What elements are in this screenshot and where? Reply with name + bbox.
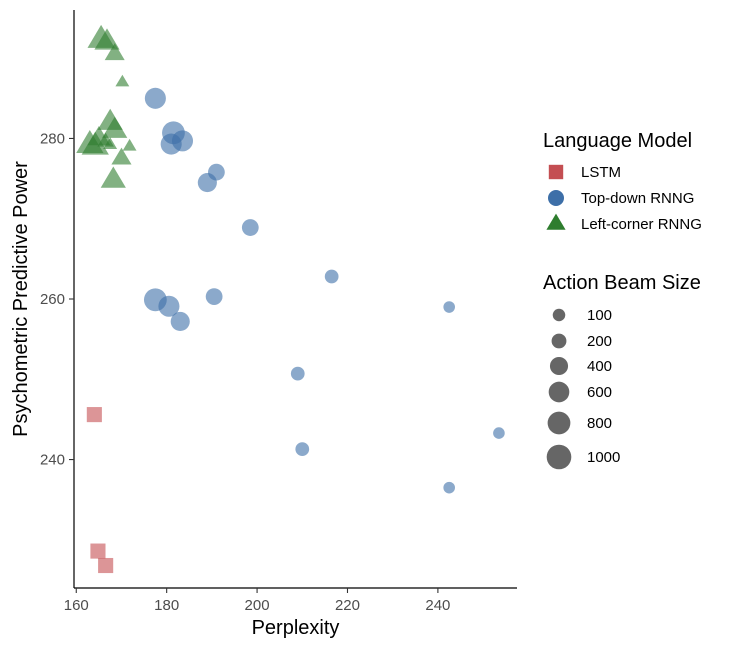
legend-size-label-200: 200 — [587, 333, 612, 350]
x-tick-label-220: 220 — [335, 597, 360, 614]
top-down-rnng-point-8 — [324, 269, 339, 284]
lstm-point-3 — [98, 557, 114, 574]
legend-size-label-800: 800 — [587, 415, 612, 432]
top-down-rnng-point-10 — [158, 295, 180, 317]
legend-size-label-1000: 1000 — [587, 449, 620, 466]
left-corner-rnng-point-4 — [115, 74, 130, 87]
top-down-rnng-point-1 — [144, 87, 166, 109]
legend-size-label-100: 100 — [587, 307, 612, 324]
top-down-rnng-point-6 — [197, 173, 217, 193]
legend-size-label-600: 600 — [587, 384, 612, 401]
legend-label-lstm: LSTM — [581, 164, 621, 181]
left-corner-rnng-point-3 — [104, 43, 125, 61]
top-down-rnng-point-15 — [295, 442, 310, 456]
legend-label-top-down-rnng: Top-down RNNG — [581, 190, 694, 207]
legend-size-key-800 — [547, 411, 571, 435]
x-axis-title: Perplexity — [252, 617, 340, 639]
left-corner-rnng-point-11 — [103, 137, 118, 149]
left-corner-rnng-point-12 — [122, 138, 137, 151]
x-tick-label-240: 240 — [425, 597, 450, 614]
legend-title-color: Language Model — [543, 130, 692, 152]
top-down-rnng-point-17 — [443, 481, 455, 494]
y-axis-ticks: 240 260 280 — [40, 130, 74, 469]
x-axis-ticks: 160 180 200 220 240 — [64, 588, 450, 614]
y-axis-title: Psychometric Predictive Power — [10, 161, 32, 437]
legend-title-size: Action Beam Size — [543, 272, 701, 294]
y-tick-label-280: 280 — [40, 130, 65, 147]
left-corner-rnng-point-6 — [102, 116, 128, 138]
y-tick-label-260: 260 — [40, 291, 65, 308]
top-down-rnng-point-7 — [241, 219, 259, 236]
x-tick-label-180: 180 — [154, 597, 179, 614]
legend-label-left-corner-rnng: Left-corner RNNG — [581, 216, 702, 233]
top-down-rnng-point-11 — [170, 311, 190, 332]
x-tick-label-160: 160 — [64, 597, 89, 614]
lstm-point-1 — [86, 407, 102, 423]
left-corner-rnng-point-13 — [111, 147, 132, 165]
legend-size-key-100 — [552, 308, 566, 322]
legend-size-key-600 — [548, 381, 570, 403]
legend-size-label-400: 400 — [587, 358, 612, 375]
data-marks — [76, 24, 505, 574]
x-tick-label-200: 200 — [245, 597, 270, 614]
legend-size-key-1000 — [546, 444, 572, 470]
legend: Language Model LSTM Top-down RNNG Left-corn… — [543, 130, 702, 470]
y-tick-label-240: 240 — [40, 452, 65, 469]
top-down-rnng-point-4 — [171, 130, 194, 152]
top-down-rnng-point-16 — [493, 427, 505, 439]
top-down-rnng-point-14 — [290, 366, 305, 381]
left-corner-rnng-point-14 — [100, 166, 126, 188]
left-corner-rnng-point-2 — [94, 28, 120, 50]
legend-key-lstm — [548, 164, 564, 180]
lstm-point-2 — [90, 543, 106, 559]
left-corner-rnng-point-9 — [81, 131, 109, 155]
top-down-rnng-point-12 — [205, 288, 223, 305]
legend-key-top-down-rnng — [548, 190, 564, 206]
legend-size-key-400 — [549, 356, 569, 376]
top-down-rnng-point-13 — [443, 301, 455, 313]
legend-key-left-corner-rnng — [546, 213, 566, 230]
legend-size-key-200 — [551, 333, 567, 349]
